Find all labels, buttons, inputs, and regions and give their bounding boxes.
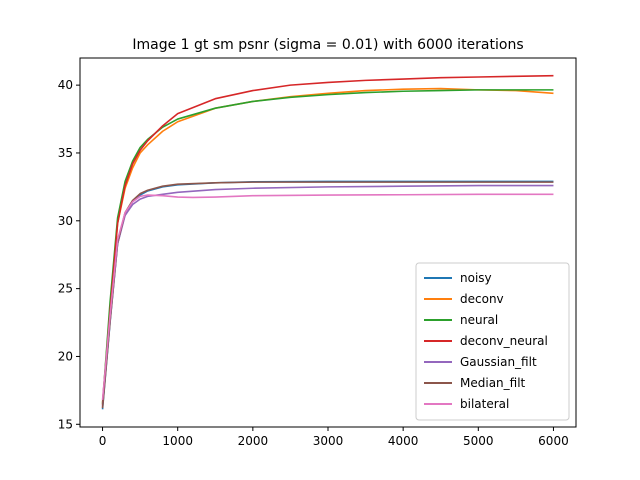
y-tick-label: 30 (58, 214, 73, 228)
series-line-deconv-neural (101, 74, 554, 406)
series-line-neural (101, 89, 554, 404)
legend-label: Median_filt (460, 376, 526, 390)
y-tick-label: 15 (58, 417, 73, 431)
series-line-bilateral (101, 193, 554, 400)
y-tick-label: 40 (58, 78, 73, 92)
chart-title: Image 1 gt sm psnr (sigma = 0.01) with 6… (132, 37, 523, 53)
legend-label: deconv_neural (460, 334, 548, 348)
ticks-layer: 0 1000 2000 3000 4000 5000 6000 15 20 25 30 35 40 (58, 78, 569, 448)
legend: noisy deconv neural deconv_neural Gaussian_f… (415, 262, 570, 421)
legend-label: Gaussian_filt (460, 355, 537, 369)
legend-label: noisy (460, 271, 492, 285)
legend-label: neural (460, 313, 498, 327)
x-tick-label: 6000 (538, 434, 569, 448)
legend-label: deconv (460, 292, 504, 306)
series-layer (101, 74, 554, 410)
x-tick-label: 1000 (162, 434, 193, 448)
y-tick-label: 20 (58, 349, 73, 363)
y-tick-label: 35 (58, 146, 73, 160)
x-tick-label: 4000 (388, 434, 419, 448)
x-tick-label: 0 (99, 434, 107, 448)
y-tick-label: 25 (58, 282, 73, 296)
x-tick-label: 5000 (463, 434, 494, 448)
legend-box (415, 262, 570, 421)
legend-label: bilateral (460, 397, 509, 411)
x-tick-label: 3000 (313, 434, 344, 448)
x-tick-label: 2000 (238, 434, 269, 448)
